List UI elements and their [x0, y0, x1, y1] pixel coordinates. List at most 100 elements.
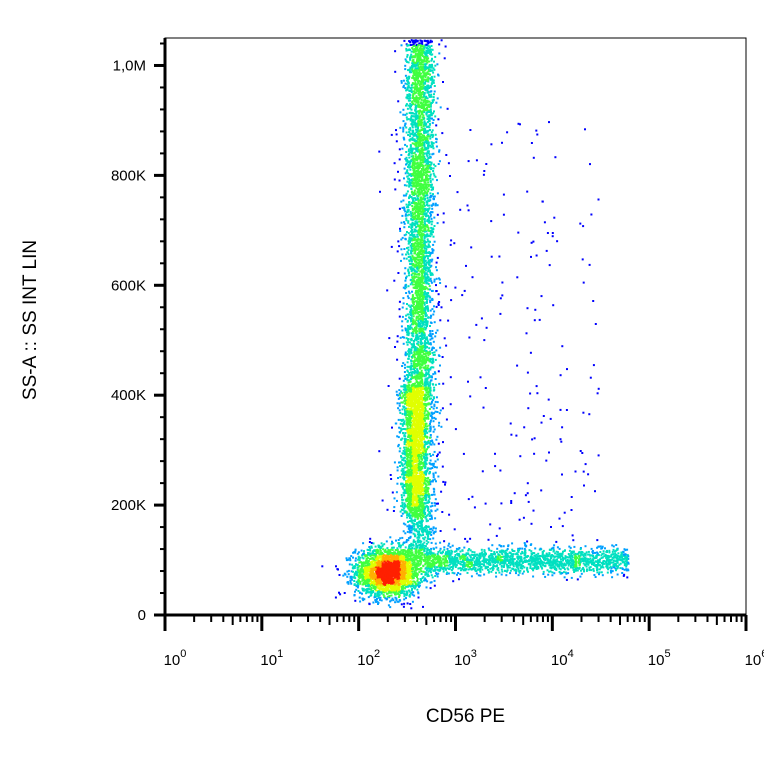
event-dot	[394, 563, 397, 566]
event-dot	[374, 576, 377, 579]
event-dot	[411, 583, 414, 586]
event-dot	[418, 308, 421, 310]
event-dot	[417, 592, 420, 595]
event-dot	[428, 87, 430, 89]
event-dot	[420, 126, 423, 129]
event-dot	[427, 370, 430, 373]
event-dot	[390, 569, 393, 572]
event-dot	[405, 585, 408, 588]
event-dot	[381, 584, 384, 587]
event-dot	[429, 105, 432, 108]
event-dot	[444, 483, 446, 486]
event-dot	[381, 544, 384, 547]
event-dot	[383, 576, 386, 579]
event-dot	[395, 586, 398, 589]
event-dot	[427, 141, 430, 144]
event-dot	[383, 581, 386, 583]
event-dot	[416, 126, 419, 128]
event-dot	[412, 513, 415, 516]
event-dot	[416, 564, 419, 567]
event-dot	[362, 552, 365, 555]
event-dot	[353, 567, 356, 569]
event-dot	[397, 563, 400, 566]
event-dot	[357, 582, 359, 585]
event-dot	[397, 568, 400, 571]
event-dot	[408, 525, 411, 528]
event-dot	[401, 561, 404, 564]
event-dot	[395, 552, 398, 555]
event-dot	[405, 286, 408, 289]
event-dot	[394, 569, 397, 572]
event-dot	[402, 549, 405, 552]
event-dot	[402, 286, 405, 289]
event-dot	[405, 275, 408, 278]
event-dot	[357, 578, 360, 581]
event-dot	[383, 558, 386, 561]
event-dot	[395, 565, 398, 568]
event-dot	[418, 392, 421, 395]
event-dot	[407, 134, 410, 136]
event-dot	[377, 569, 380, 572]
event-dot	[408, 581, 410, 583]
event-dot	[342, 574, 345, 577]
event-dot	[411, 228, 413, 231]
event-dot	[417, 535, 420, 537]
event-dot	[352, 566, 355, 569]
event-dot	[370, 554, 373, 557]
event-dot	[433, 280, 436, 283]
event-dot	[414, 256, 417, 259]
event-dot	[384, 566, 387, 569]
event-dot	[356, 574, 358, 577]
event-dot	[359, 575, 362, 578]
event-dot	[422, 153, 425, 156]
event-dot	[397, 600, 400, 603]
event-dot	[413, 185, 416, 188]
event-dot	[410, 274, 413, 276]
event-dot	[428, 470, 431, 473]
event-dot	[425, 514, 428, 517]
event-dot	[401, 591, 404, 594]
event-dot	[418, 375, 421, 378]
event-dot	[408, 156, 411, 159]
event-dot	[375, 589, 378, 592]
event-dot	[368, 591, 370, 594]
event-dot	[377, 560, 380, 562]
event-dot	[392, 581, 395, 584]
event-dot	[407, 561, 410, 564]
event-dot	[408, 236, 411, 239]
event-dot	[382, 557, 385, 560]
event-dot	[406, 582, 409, 585]
event-dot	[424, 98, 427, 101]
event-dot	[404, 87, 407, 90]
event-dot	[413, 581, 416, 584]
event-dot	[360, 549, 363, 552]
event-dot	[370, 582, 373, 585]
event-dot	[400, 552, 403, 555]
event-dot	[409, 128, 412, 131]
event-dot	[421, 494, 424, 497]
event-dot	[380, 559, 383, 562]
event-dot	[438, 382, 441, 385]
event-dot	[421, 134, 424, 137]
event-dot	[394, 346, 396, 348]
event-dot	[369, 552, 372, 555]
event-dot	[423, 134, 425, 137]
event-dot	[414, 109, 417, 112]
event-dot	[376, 597, 378, 600]
event-dot	[396, 581, 399, 583]
event-dot	[412, 217, 415, 220]
event-dot	[415, 71, 418, 74]
event-dot	[351, 563, 354, 566]
event-dot	[412, 179, 415, 182]
event-dot	[354, 590, 356, 593]
event-dot	[366, 570, 369, 573]
event-dot	[374, 545, 377, 548]
event-dot	[372, 576, 375, 579]
event-dot	[420, 129, 423, 131]
event-dot	[423, 426, 426, 429]
event-dot	[419, 341, 422, 344]
event-dot	[424, 102, 427, 105]
event-dot	[429, 332, 432, 335]
event-dot	[430, 226, 433, 229]
event-dot	[417, 168, 420, 171]
